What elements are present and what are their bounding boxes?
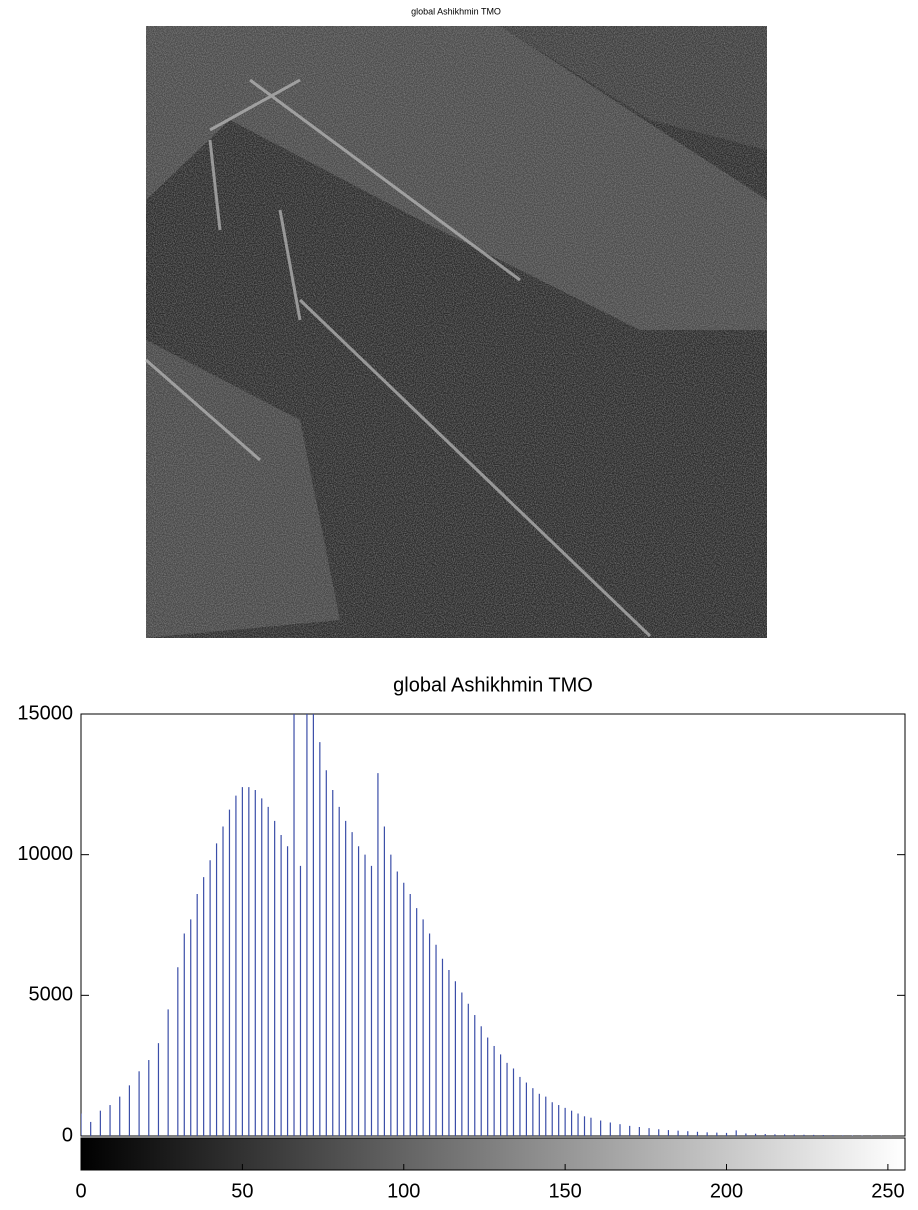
y-tick-label: 5000	[29, 984, 74, 1006]
x-tick-label: 50	[231, 1180, 253, 1202]
x-tick-label: 0	[75, 1180, 86, 1202]
stems	[81, 714, 902, 1136]
sar-image	[145, 26, 767, 638]
y-tick-label: 0	[62, 1124, 73, 1146]
x-tick-label: 150	[548, 1180, 581, 1202]
x-tick-label: 200	[710, 1180, 743, 1202]
image-title: global Ashikhmin TMO	[411, 6, 501, 16]
axes-box	[80, 713, 906, 1137]
chart-title: global Ashikhmin TMO	[393, 674, 593, 696]
x-tick-label: 100	[387, 1180, 420, 1202]
x-tick-label: 250	[871, 1180, 904, 1202]
y-tick-label: 15000	[17, 702, 73, 724]
colorbar	[80, 1137, 906, 1171]
y-tick-label: 10000	[17, 843, 73, 865]
